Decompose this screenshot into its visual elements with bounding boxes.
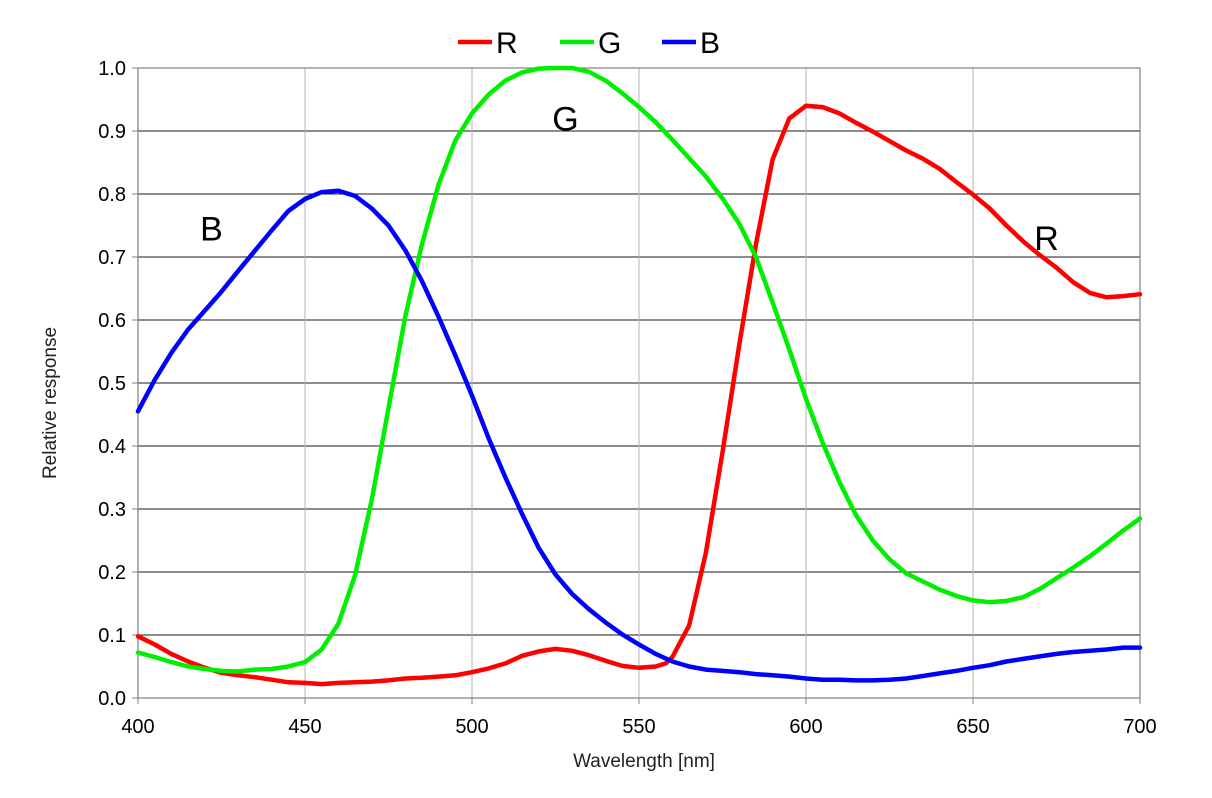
y-tick-label: 0.8	[98, 184, 126, 206]
x-tick-label: 600	[789, 716, 822, 738]
y-tick-label: 0.2	[98, 562, 126, 584]
y-tick-label: 0.4	[98, 436, 126, 458]
x-axis-title: Wavelength [nm]	[573, 751, 715, 772]
x-tick-label: 500	[455, 716, 488, 738]
legend-label-b: B	[700, 27, 720, 60]
curve-label-r: R	[1034, 220, 1059, 258]
y-tick-label: 0.3	[98, 499, 126, 521]
y-tick-label: 1.0	[98, 58, 126, 80]
x-axis-ticks: 400 450 500 550 600 650 700	[121, 698, 1157, 738]
curve-label-g: G	[552, 100, 578, 138]
series-line-r	[135, 103, 1143, 687]
y-tick-label: 0.7	[98, 247, 126, 269]
curve-labels: B G R	[200, 100, 1059, 258]
legend-label-r: R	[496, 27, 518, 60]
series-line-b	[135, 188, 1143, 683]
y-tick-label: 0.5	[98, 373, 126, 395]
series-line-g	[135, 65, 1143, 674]
y-axis-title: Relative response	[40, 327, 61, 479]
y-tick-label: 0.6	[98, 310, 126, 332]
legend-label-g: G	[598, 27, 621, 60]
y-tick-label: 0.1	[98, 625, 126, 647]
y-tick-label: 0.9	[98, 121, 126, 143]
x-tick-label: 700	[1123, 716, 1156, 738]
x-tick-label: 550	[622, 716, 655, 738]
x-tick-label: 650	[956, 716, 989, 738]
y-tick-label: 0.0	[98, 688, 126, 710]
x-tick-label: 400	[121, 716, 154, 738]
series-lines	[135, 65, 1143, 687]
curve-label-b: B	[200, 211, 223, 249]
x-tick-label: 450	[288, 716, 321, 738]
